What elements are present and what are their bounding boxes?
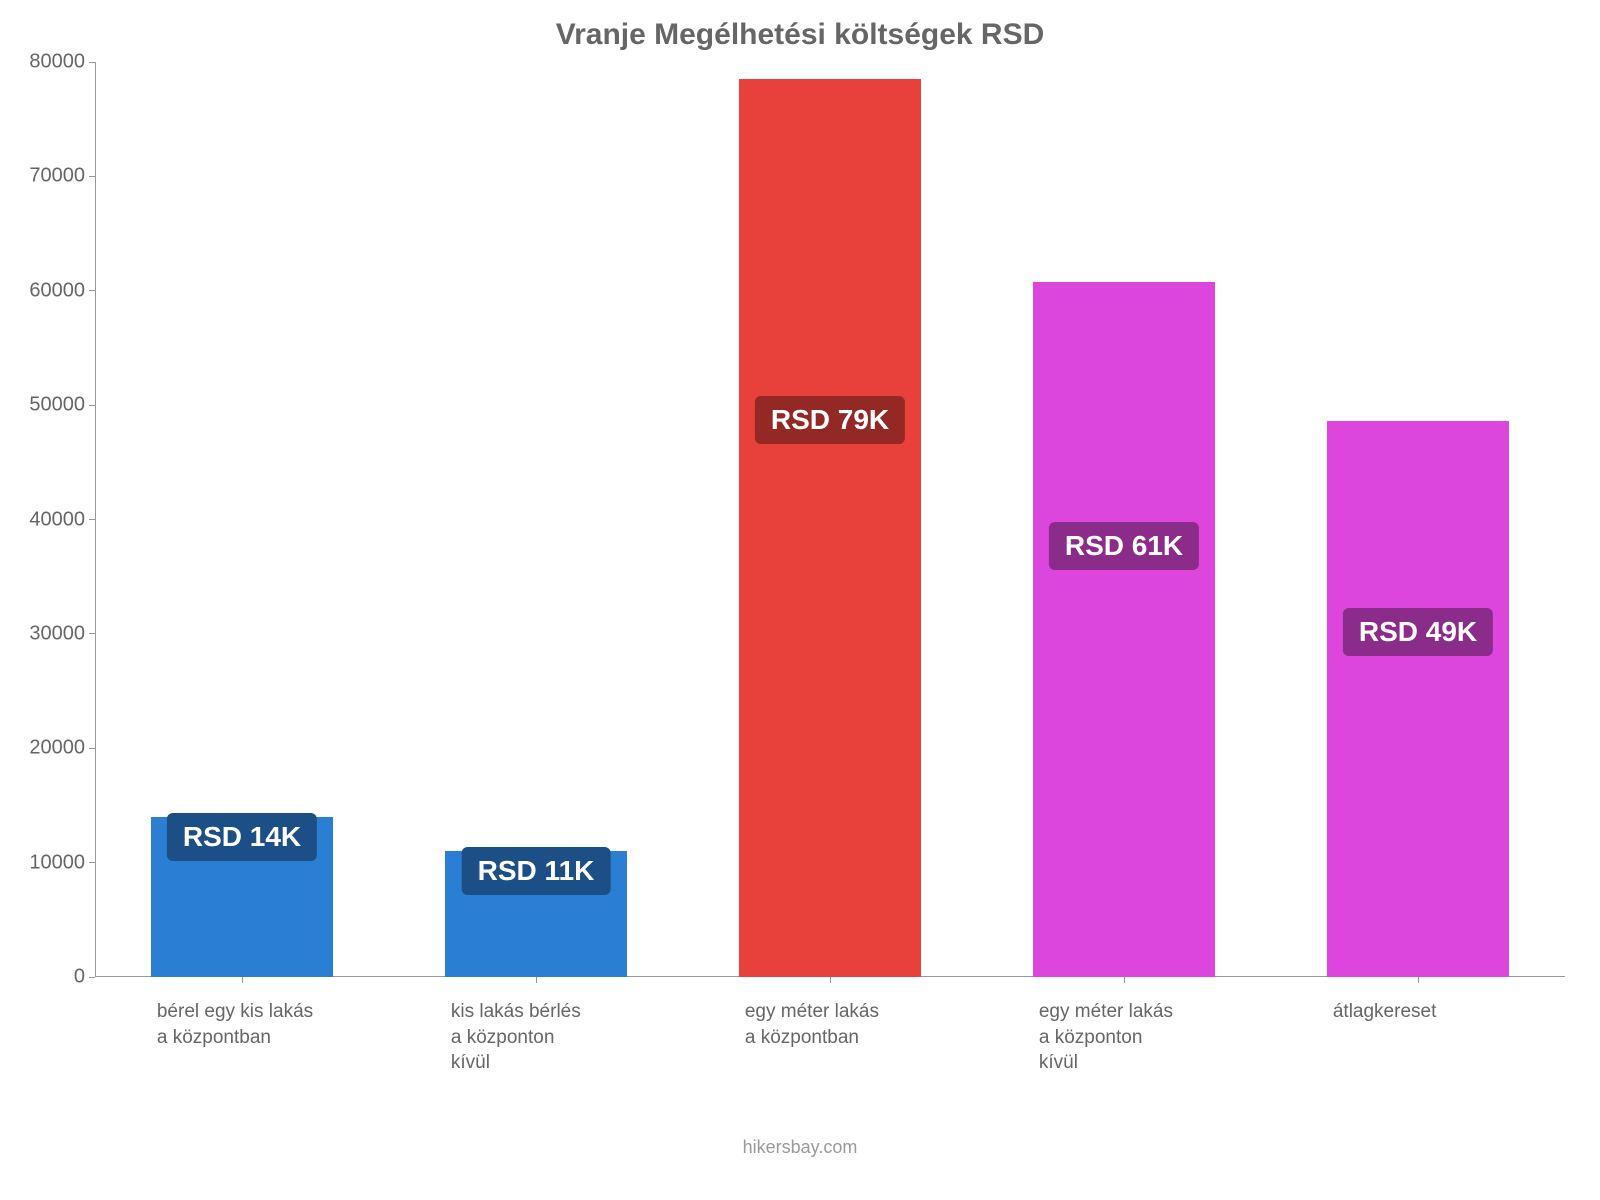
bar-value-label: RSD 79K xyxy=(755,396,905,444)
y-tick-label: 20000 xyxy=(29,737,95,760)
chart-footer: hikersbay.com xyxy=(0,1137,1600,1158)
bar xyxy=(1033,282,1215,977)
x-category-label: egy méter lakás a központban xyxy=(745,977,879,1050)
chart-title: Vranje Megélhetési költségek RSD xyxy=(0,18,1600,52)
y-tick-label: 40000 xyxy=(29,508,95,531)
bar xyxy=(1327,421,1509,977)
x-category-label: átlagkereset xyxy=(1333,977,1437,1025)
plot-area: 0100002000030000400005000060000700008000… xyxy=(95,62,1565,977)
bar-value-label: RSD 11K xyxy=(462,847,611,895)
y-tick-label: 70000 xyxy=(29,165,95,188)
x-category-label: egy méter lakás a központon kívül xyxy=(1039,977,1173,1076)
bar xyxy=(739,79,921,977)
bar-value-label: RSD 14K xyxy=(167,813,317,861)
y-tick-label: 10000 xyxy=(29,851,95,874)
y-axis-line xyxy=(95,62,96,977)
x-category-label: kis lakás bérlés a központon kívül xyxy=(451,977,581,1076)
chart-container: Vranje Megélhetési költségek RSD 0100002… xyxy=(0,0,1600,1200)
bar-value-label: RSD 49K xyxy=(1343,608,1493,656)
y-tick-label: 0 xyxy=(74,966,95,989)
x-category-label: bérel egy kis lakás a központban xyxy=(157,977,313,1050)
bar-value-label: RSD 61K xyxy=(1049,522,1199,570)
y-tick-label: 80000 xyxy=(29,51,95,74)
y-tick-label: 60000 xyxy=(29,279,95,302)
y-tick-label: 50000 xyxy=(29,394,95,417)
y-tick-label: 30000 xyxy=(29,622,95,645)
